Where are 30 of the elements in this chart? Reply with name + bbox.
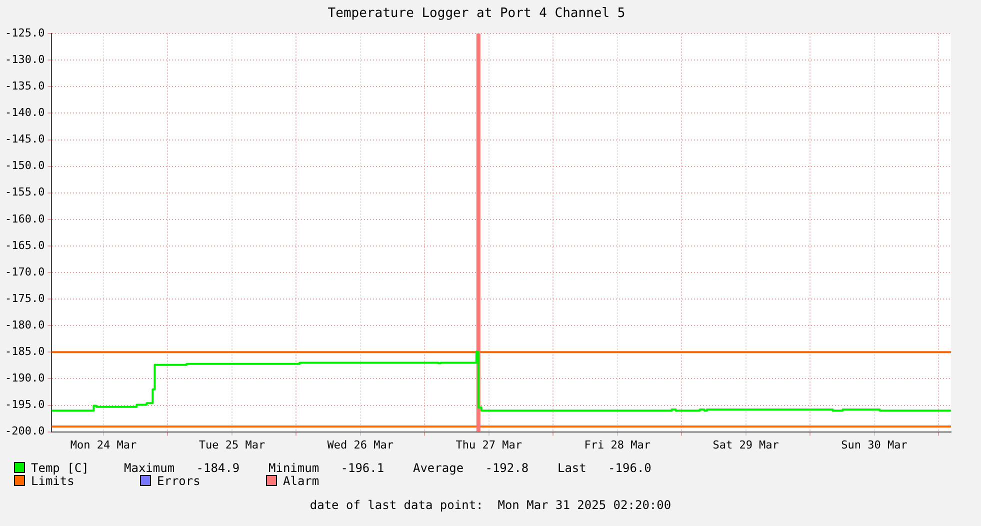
x-tick-label: Sun 30 Mar <box>841 438 908 452</box>
y-tick-label: -175.0 <box>4 292 45 305</box>
y-tick-label: -195.0 <box>4 398 45 412</box>
x-tick-label: Wed 26 Mar <box>327 438 394 452</box>
x-tick-label: Thu 27 Mar <box>456 438 522 452</box>
y-tick-label: -185.0 <box>4 345 45 358</box>
legend-label: Temp [C] <box>30 461 90 475</box>
y-tick-label: -155.0 <box>4 186 45 199</box>
legend-label: Alarm <box>282 474 320 488</box>
y-tick-label: -130.0 <box>4 53 45 66</box>
y-tick-label: -165.0 <box>4 238 45 252</box>
y-tick-label: -150.0 <box>4 159 45 172</box>
x-tick-label: Mon 24 Mar <box>70 438 137 452</box>
x-tick-label: Sat 29 Mar <box>712 438 780 452</box>
y-tick-label: -125.0 <box>4 26 45 40</box>
x-tick-label: Tue 25 Mar <box>198 438 266 452</box>
text: date of last data point: Mon Mar 31 2025 02:20:00 <box>308 498 672 512</box>
y-tick-label: -145.0 <box>4 132 45 146</box>
chart-title: Temperature Logger at Port 4 Channel 5 <box>328 6 626 22</box>
y-tick-label: -140.0 <box>4 106 45 120</box>
y-tick-label: -180.0 <box>4 318 45 332</box>
legend-label: Errors <box>156 474 202 488</box>
legend-label: Limits <box>30 474 76 488</box>
y-tick-label: -170.0 <box>4 265 45 278</box>
y-tick-label: -160.0 <box>4 212 45 226</box>
y-tick-label: -190.0 <box>4 372 45 385</box>
y-tick-label: -200.0 <box>4 424 45 438</box>
x-tick-label: Fri 28 Mar <box>584 438 651 452</box>
y-tick-label: -135.0 <box>4 80 45 93</box>
text: Maximum -184.9 Minimum -196.1 Average -192.8 Last -196.0 <box>124 461 652 475</box>
